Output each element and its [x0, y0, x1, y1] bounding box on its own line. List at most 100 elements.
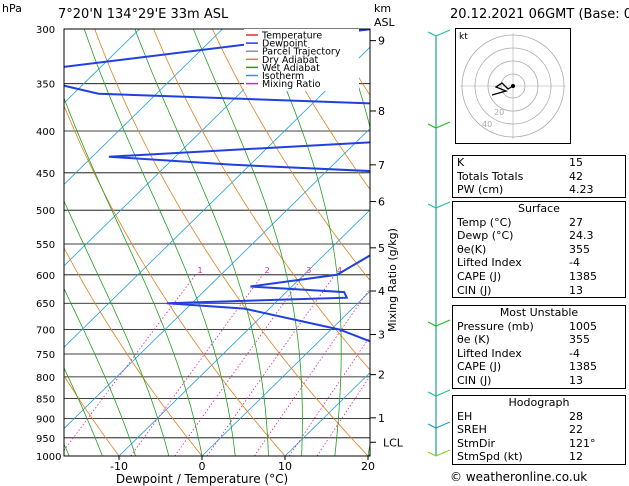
- km-tick-label: LCL: [383, 436, 404, 449]
- hodograph-unit: kt: [459, 32, 468, 42]
- indices-row: Temp (°C) 27: [453, 216, 625, 230]
- isotherm-line: [64, 29, 140, 104]
- isotherm-line: [64, 29, 223, 185]
- km-tick-label: 6: [378, 196, 385, 209]
- wet-adiabat-line: [64, 199, 170, 456]
- mixing-ratio-line: [64, 274, 196, 451]
- wind-barb-flag: [427, 203, 437, 209]
- pressure-tick-label: 700: [36, 326, 55, 337]
- x-tick-label: 10: [278, 460, 292, 473]
- dry-adiabat-line: [212, 29, 370, 282]
- legend-item: Temperature: [261, 31, 322, 42]
- mixing-ratio-label: 2: [265, 266, 270, 275]
- pressure-tick-label: 900: [36, 415, 55, 426]
- pressure-tick-label: 850: [36, 394, 55, 405]
- legend-item: Mixing Ratio: [262, 79, 321, 90]
- km-tick-label: 4: [378, 285, 385, 298]
- indices-value: 4.23: [569, 183, 594, 197]
- indices-row: SREH 22: [453, 423, 625, 437]
- dry-adiabat-line: [94, 29, 369, 456]
- wind-barb: [435, 449, 451, 457]
- km-tick-label: 2: [378, 369, 385, 382]
- indices-label: Lifted Index: [457, 256, 522, 270]
- indices-value: 355: [569, 242, 590, 256]
- indices-value: 1385: [569, 269, 597, 283]
- pressure-unit: hPa: [2, 2, 22, 15]
- indices-value: 121°: [569, 436, 596, 450]
- wet-adiabat-line: [401, 29, 441, 456]
- pressure-tick-label: 950: [36, 434, 55, 445]
- km-tick-label: 7: [378, 159, 385, 172]
- pressure-tick-label: 800: [36, 373, 55, 384]
- wind-barb: [435, 29, 451, 37]
- indices-label: CAPE (J): [457, 269, 502, 283]
- isotherm-line: [64, 46, 370, 348]
- x-tick-label: -10: [110, 460, 128, 473]
- mixing-ratio-line: [254, 287, 370, 456]
- indices-label: PW (cm): [457, 183, 504, 197]
- indices-label: StmSpd (kt): [457, 450, 523, 464]
- km-tick-label: 5: [378, 242, 385, 255]
- mixing-ratio-label: 1: [197, 266, 202, 275]
- indices-label: CAPE (J): [457, 360, 502, 374]
- wet-adiabat-line: [64, 443, 70, 456]
- indices-top-table: K 15 Totals Totals 42 PW (cm) 4.23: [452, 155, 626, 198]
- x-tick-label: 0: [199, 460, 206, 473]
- indices-row: CAPE (J) 1385: [453, 360, 625, 374]
- indices-label: EH: [457, 409, 473, 423]
- chart-axes: 3003504004505005506006507007508008509009…: [36, 25, 404, 473]
- km-tick-label: 8: [378, 105, 385, 118]
- pressure-tick-label: 500: [36, 206, 55, 217]
- km-tick-label: 1: [378, 412, 385, 425]
- mixing-ratio-line: [288, 335, 370, 456]
- hodograph-ring-label: 40: [482, 120, 492, 129]
- indices-value: 12: [569, 450, 583, 464]
- wind-barbs: [427, 29, 451, 457]
- mixing-ratio-label: 10: [440, 266, 450, 275]
- indices-value: 1385: [569, 360, 597, 374]
- indices-row: CIN (J) 13: [453, 284, 625, 298]
- indices-value: 24.3: [569, 229, 594, 243]
- indices-row: PW (cm) 4.23: [453, 183, 625, 197]
- pressure-tick-label: 450: [36, 169, 55, 180]
- isotherm-line: [64, 29, 306, 267]
- indices-value: 22: [569, 423, 583, 437]
- indices-label: SREH: [457, 423, 487, 437]
- most-unstable-table: Most Unstable Pressure (mb) 1005 θe (K) 355…: [452, 305, 626, 389]
- isotherm-line: [118, 209, 370, 456]
- wind-barb-flag: [427, 391, 437, 397]
- dry-adiabat-line: [0, 29, 36, 456]
- legend-item: Parcel Trajectory: [262, 47, 341, 58]
- indices-label: θe (K): [457, 333, 490, 347]
- pressure-tick-label: 600: [36, 271, 55, 282]
- series-temperature: [416, 103, 435, 456]
- wind-barb-flag: [427, 321, 437, 327]
- indices-label: StmDir: [457, 436, 496, 450]
- credit: © weatheronline.co.uk: [450, 470, 588, 484]
- hodograph-ring-label: 20: [494, 108, 504, 117]
- indices-row: StmSpd (kt) 12: [453, 450, 625, 464]
- x-tick-label: 20: [361, 460, 375, 473]
- wet-adiabat-line: [64, 97, 203, 456]
- indices-row: Totals Totals 42: [453, 170, 625, 184]
- mixing-ratio-label: 8: [414, 266, 419, 275]
- legend-item: Isotherm: [262, 71, 304, 82]
- indices-value: 28: [569, 409, 583, 423]
- indices-value: 15: [569, 156, 583, 169]
- wind-barb-flag: [427, 31, 437, 37]
- dry-adiabat-line: [270, 29, 370, 190]
- indices-row: EH 28: [453, 410, 625, 424]
- indices-label: Temp (°C): [457, 215, 512, 229]
- wind-barb: [435, 319, 451, 327]
- pressure-tick-label: 750: [36, 350, 55, 361]
- wind-barb-flag: [427, 123, 437, 129]
- indices-label: Totals Totals: [457, 169, 524, 183]
- height-unit-km: km: [374, 2, 391, 15]
- indices-label: K: [457, 156, 465, 169]
- surface-title: Surface: [518, 202, 560, 215]
- isotherm-line: [201, 290, 370, 456]
- indices-value: 13: [569, 373, 583, 387]
- wind-barb: [435, 389, 451, 397]
- mixing-ratio-line: [316, 375, 370, 456]
